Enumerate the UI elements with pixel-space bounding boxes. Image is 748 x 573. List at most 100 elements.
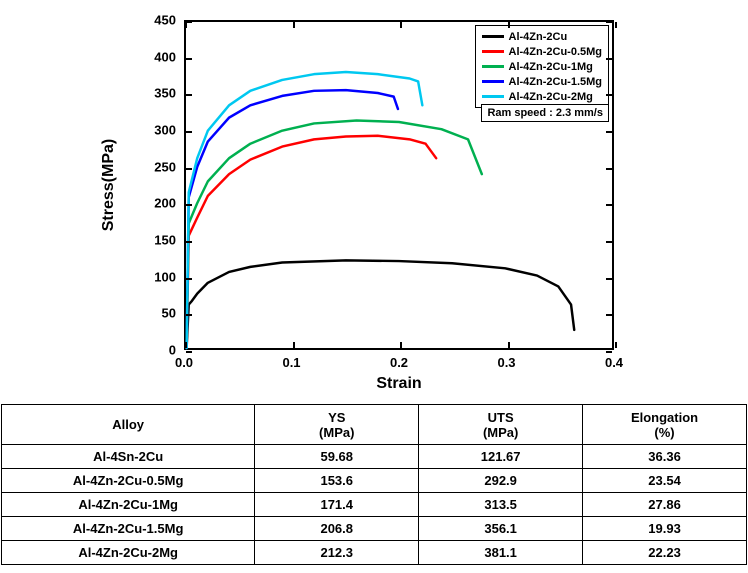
y-tick-label: 300 xyxy=(136,123,176,138)
table-row: Al-4Zn-2Cu-0.5Mg153.6292.923.54 xyxy=(2,469,747,493)
x-tick-label: 0.0 xyxy=(175,355,193,370)
tick-mark xyxy=(186,351,192,353)
y-tick-label: 150 xyxy=(136,233,176,248)
tick-mark xyxy=(606,314,612,316)
header-title: YS xyxy=(328,410,345,425)
y-axis-label: Stress(MPa) xyxy=(100,139,118,231)
tick-mark xyxy=(186,168,192,170)
series-line xyxy=(187,72,423,348)
x-axis-label: Strain xyxy=(376,375,421,393)
legend-item: Al-4Zn-2Cu xyxy=(482,29,603,44)
tick-mark xyxy=(185,342,187,348)
table-cell: Al-4Zn-2Cu-1.5Mg xyxy=(2,517,255,541)
header-title: Alloy xyxy=(112,417,144,432)
legend-label: Al-4Zn-2Cu-1Mg xyxy=(509,61,593,73)
table-header-cell: UTS(MPa) xyxy=(419,405,583,445)
legend-swatch xyxy=(482,95,504,98)
table-cell: 23.54 xyxy=(583,469,747,493)
table-cell: 292.9 xyxy=(419,469,583,493)
table-row: Al-4Zn-2Cu-2Mg212.3381.122.23 xyxy=(2,541,747,565)
stress-strain-chart: Stress(MPa) Strain Al-4Zn-2Cu Al-4Zn-2Cu-… xyxy=(0,0,748,400)
tick-mark xyxy=(186,241,192,243)
legend-swatch xyxy=(482,65,504,68)
header-subtitle: (MPa) xyxy=(261,425,412,440)
tick-mark xyxy=(186,131,192,133)
table-body: Al-4Sn-2Cu59.68121.6736.36Al-4Zn-2Cu-0.5… xyxy=(2,445,747,565)
table-cell: 27.86 xyxy=(583,493,747,517)
table-cell: 171.4 xyxy=(255,493,419,517)
table-row: Al-4Sn-2Cu59.68121.6736.36 xyxy=(2,445,747,469)
tick-mark xyxy=(185,22,187,28)
legend-item: Al-4Zn-2Cu-2Mg xyxy=(482,89,603,104)
header-title: Elongation xyxy=(631,410,698,425)
tick-mark xyxy=(186,94,192,96)
table-header: AlloyYS(MPa)UTS(MPa)Elongation(%) xyxy=(2,405,747,445)
tick-mark xyxy=(606,204,612,206)
legend-item: Al-4Zn-2Cu-1.5Mg xyxy=(482,74,603,89)
x-tick-label: 0.2 xyxy=(390,355,408,370)
legend-swatch xyxy=(482,35,504,38)
y-tick-label: 50 xyxy=(136,306,176,321)
tick-mark xyxy=(606,94,612,96)
header-subtitle: (MPa) xyxy=(425,425,576,440)
legend-label: Al-4Zn-2Cu-1.5Mg xyxy=(509,76,603,88)
tick-mark xyxy=(606,131,612,133)
tick-mark xyxy=(606,351,612,353)
legend-item: Al-4Zn-2Cu-0.5Mg xyxy=(482,44,603,59)
tick-mark xyxy=(606,58,612,60)
legend-swatch xyxy=(482,50,504,53)
table-cell: Al-4Zn-2Cu-2Mg xyxy=(2,541,255,565)
y-tick-label: 200 xyxy=(136,196,176,211)
table-cell: 22.23 xyxy=(583,541,747,565)
table-cell: Al-4Zn-2Cu-0.5Mg xyxy=(2,469,255,493)
y-tick-label: 350 xyxy=(136,86,176,101)
tick-mark xyxy=(508,342,510,348)
tick-mark xyxy=(186,58,192,60)
table-header-cell: Elongation(%) xyxy=(583,405,747,445)
legend-label: Al-4Zn-2Cu-0.5Mg xyxy=(509,46,603,58)
y-tick-label: 250 xyxy=(136,159,176,174)
header-title: UTS xyxy=(488,410,514,425)
table-header-cell: YS(MPa) xyxy=(255,405,419,445)
header-subtitle: (%) xyxy=(589,425,740,440)
tick-mark xyxy=(186,278,192,280)
table-row: Al-4Zn-2Cu-1Mg171.4313.527.86 xyxy=(2,493,747,517)
legend-label: Al-4Zn-2Cu-2Mg xyxy=(509,91,593,103)
table-cell: 313.5 xyxy=(419,493,583,517)
table-cell: Al-4Zn-2Cu-1Mg xyxy=(2,493,255,517)
table-cell: 206.8 xyxy=(255,517,419,541)
table-cell: 356.1 xyxy=(419,517,583,541)
table-cell: Al-4Sn-2Cu xyxy=(2,445,255,469)
chart-inner: Stress(MPa) Strain Al-4Zn-2Cu Al-4Zn-2Cu-… xyxy=(94,0,654,400)
series-line xyxy=(187,136,437,348)
tick-mark xyxy=(186,314,192,316)
table-cell: 212.3 xyxy=(255,541,419,565)
x-tick-label: 0.4 xyxy=(605,355,623,370)
tick-mark xyxy=(615,342,617,348)
y-tick-label: 400 xyxy=(136,49,176,64)
legend-swatch xyxy=(482,80,504,83)
legend-item: Al-4Zn-2Cu-1Mg xyxy=(482,59,603,74)
legend-label: Al-4Zn-2Cu xyxy=(509,31,568,43)
table-cell: 121.67 xyxy=(419,445,583,469)
tick-mark xyxy=(400,342,402,348)
y-tick-label: 0 xyxy=(136,343,176,358)
series-line xyxy=(187,260,575,348)
table-cell: 19.93 xyxy=(583,517,747,541)
x-tick-label: 0.3 xyxy=(497,355,515,370)
table-cell: 381.1 xyxy=(419,541,583,565)
tick-mark xyxy=(606,278,612,280)
tick-mark xyxy=(606,168,612,170)
tick-mark xyxy=(606,241,612,243)
tick-mark xyxy=(606,21,612,23)
table-cell: 36.36 xyxy=(583,445,747,469)
table-cell: 153.6 xyxy=(255,469,419,493)
tick-mark xyxy=(400,22,402,28)
legend: Al-4Zn-2Cu Al-4Zn-2Cu-0.5Mg Al-4Zn-2Cu-1Mg… xyxy=(475,25,610,108)
y-tick-label: 100 xyxy=(136,269,176,284)
tick-mark xyxy=(615,22,617,28)
tick-mark xyxy=(508,22,510,28)
tick-mark xyxy=(186,204,192,206)
table-row: Al-4Zn-2Cu-1.5Mg206.8356.119.93 xyxy=(2,517,747,541)
table-header-row: AlloyYS(MPa)UTS(MPa)Elongation(%) xyxy=(2,405,747,445)
